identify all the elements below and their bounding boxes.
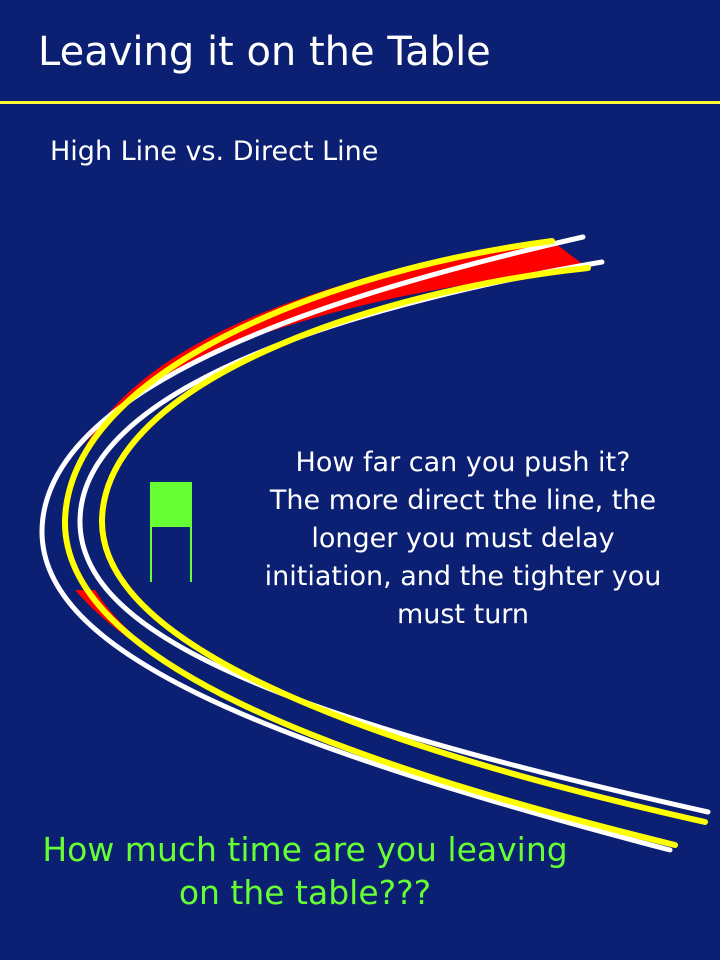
callout-line: How far can you push it? bbox=[295, 447, 631, 478]
closing-question: How much time are you leaving on the tab… bbox=[30, 828, 580, 914]
callout-text: How far can you push it? The more direct… bbox=[238, 444, 688, 634]
slide-subtitle: High Line vs. Direct Line bbox=[50, 136, 379, 167]
question-line: How much time are you leaving bbox=[42, 830, 568, 869]
slide-title: Leaving it on the Table bbox=[38, 29, 491, 75]
gate-flag-icon bbox=[150, 482, 192, 582]
callout-line: initiation, and the tighter you bbox=[264, 561, 662, 592]
question-line: on the table??? bbox=[178, 873, 432, 912]
callout-line: The more direct the line, the bbox=[269, 485, 657, 516]
course-edge-outer bbox=[39, 234, 673, 853]
title-divider bbox=[0, 101, 720, 104]
time-lost-region-upper bbox=[75, 241, 588, 470]
high-line bbox=[61, 238, 678, 848]
callout-line: must turn bbox=[396, 599, 530, 630]
direct-line bbox=[98, 265, 708, 825]
callout-line: longer you must delay bbox=[311, 523, 615, 554]
